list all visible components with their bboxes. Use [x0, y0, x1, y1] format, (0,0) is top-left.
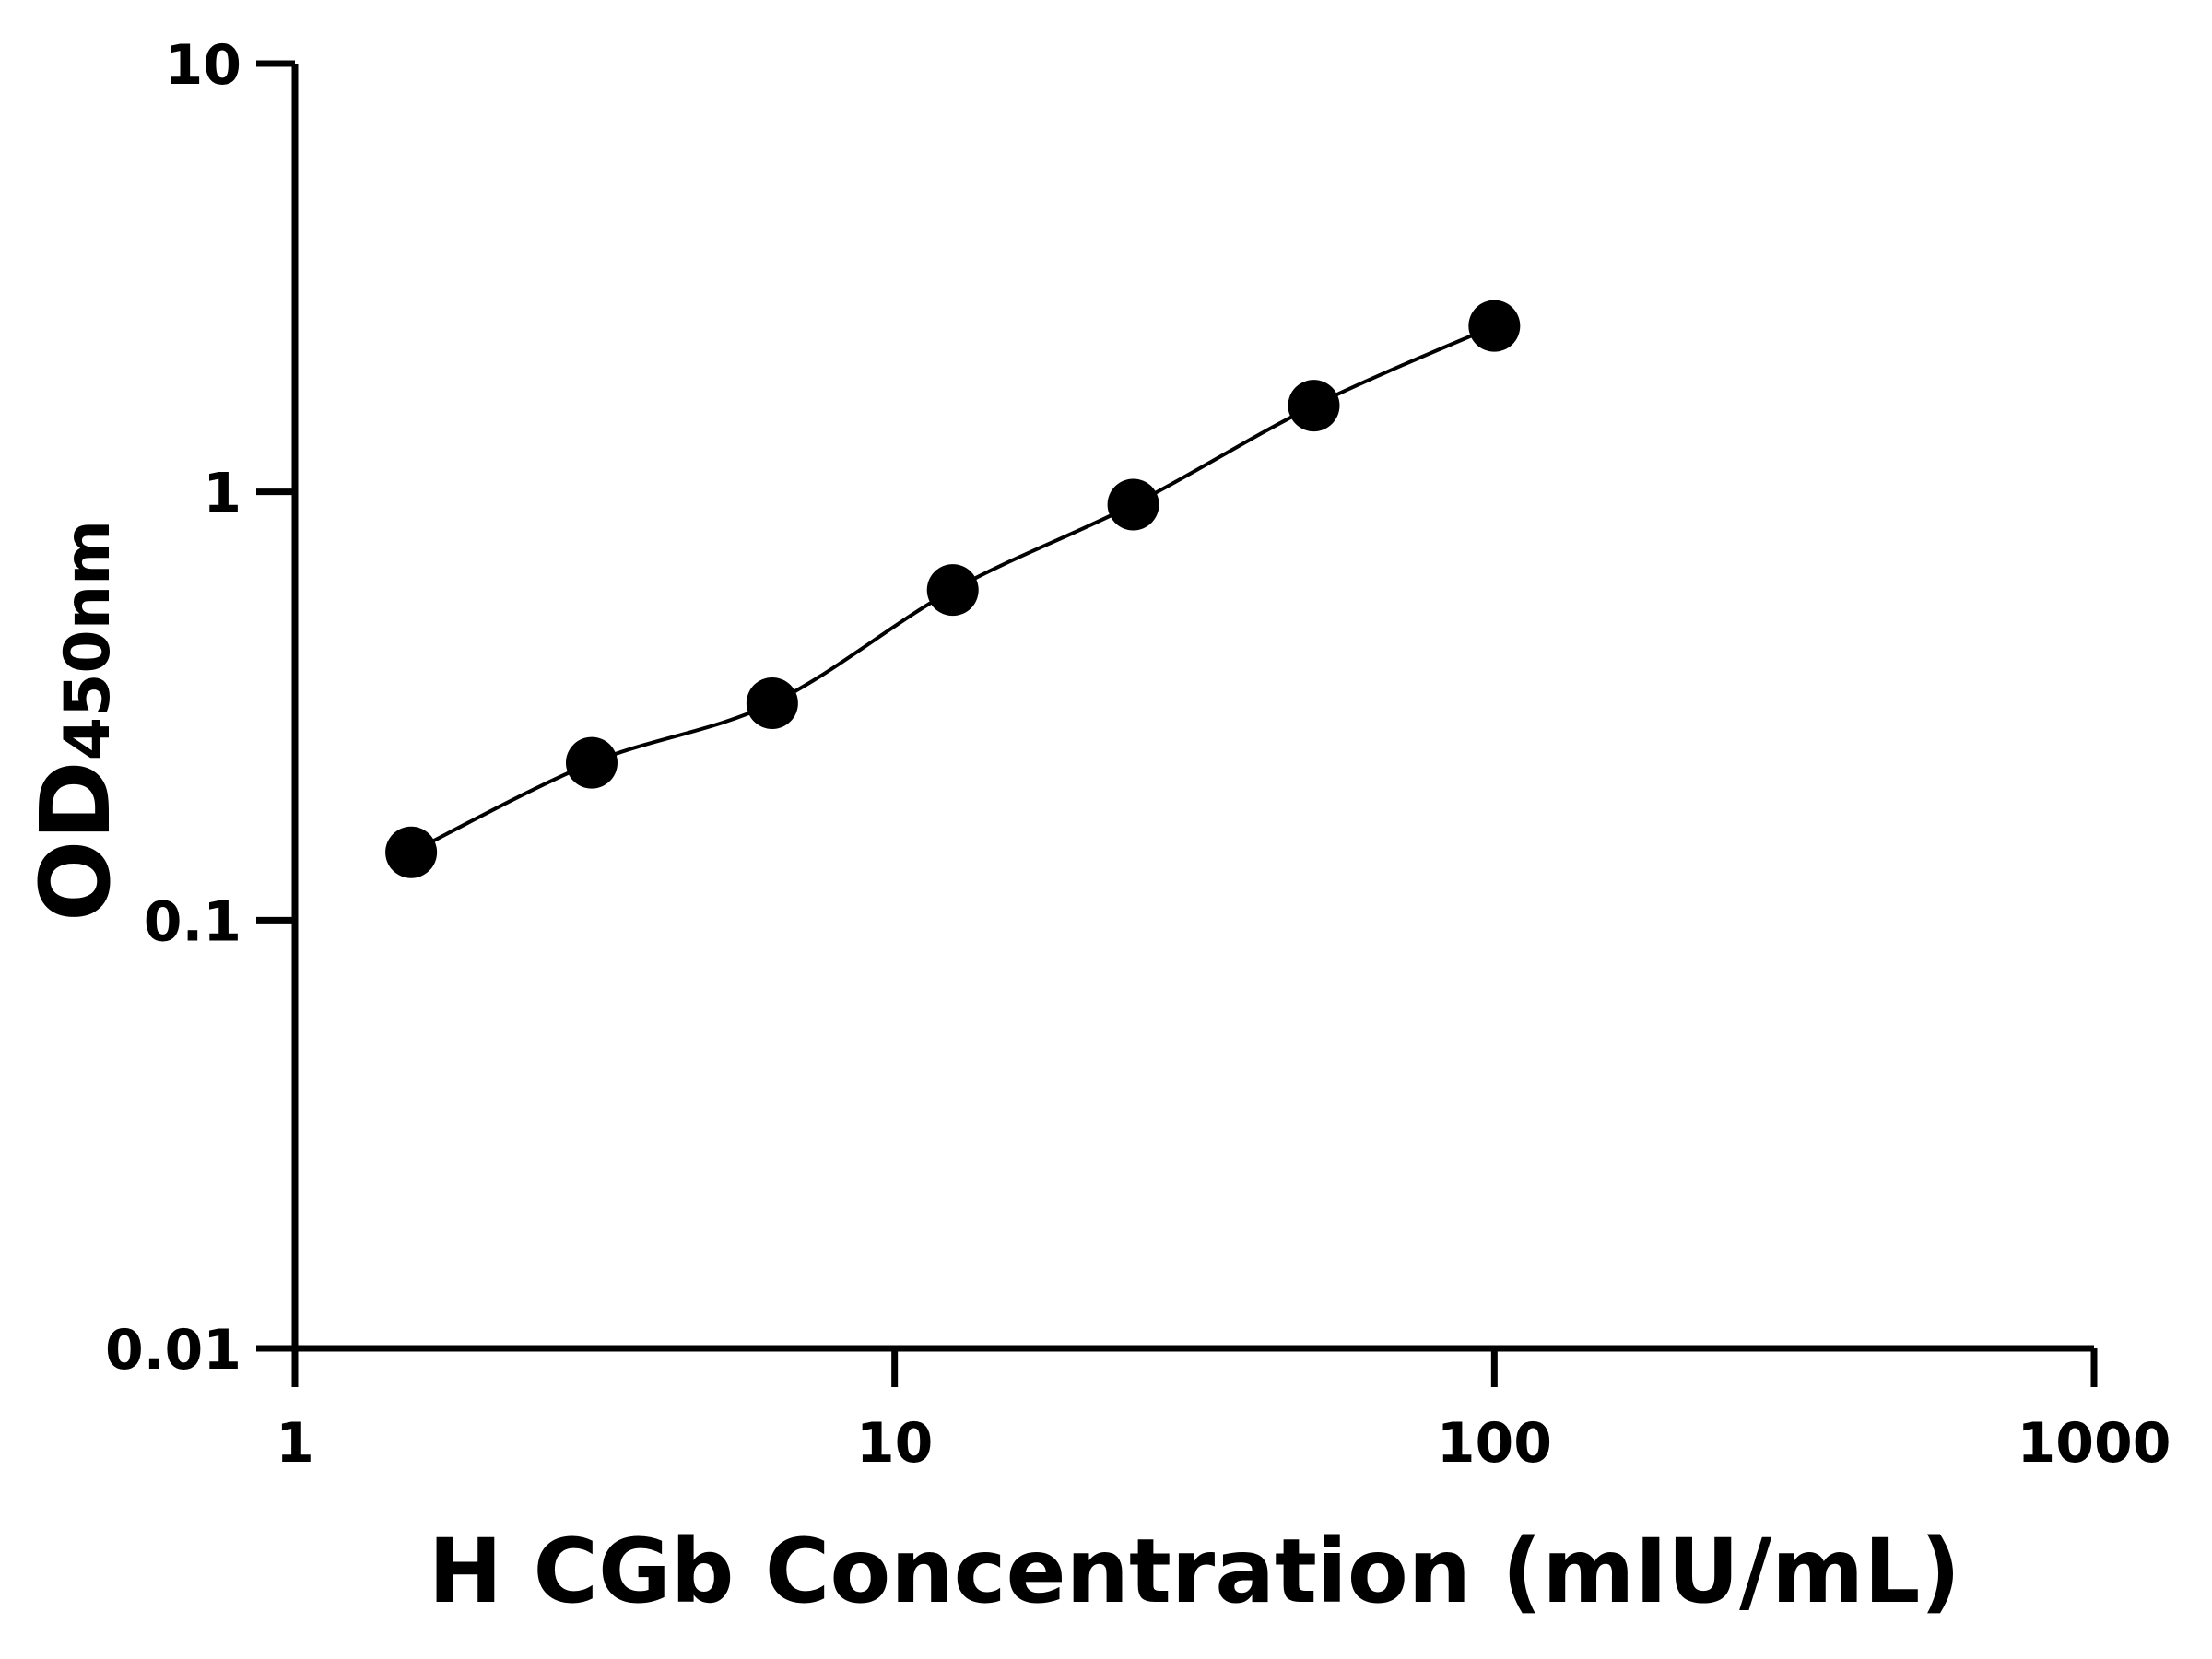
data-points: [385, 300, 1521, 878]
data-point: [926, 564, 979, 617]
data-point: [385, 826, 438, 878]
y-axis-label: OD450nm: [19, 520, 132, 922]
x-tick-label: 1: [276, 1411, 314, 1476]
y-axis-label-main: OD: [19, 760, 132, 922]
x-tick-label: 100: [1437, 1411, 1552, 1476]
data-point: [746, 677, 798, 729]
y-axis-label-sub: 450nm: [52, 520, 124, 760]
y-tick-label: 10: [165, 33, 242, 98]
data-point: [565, 736, 618, 789]
ticks: 1 10 100 1000 0.01 0.1 1 10: [105, 33, 2171, 1476]
axes: [291, 64, 2094, 1352]
data-point: [1288, 380, 1340, 432]
x-tick-label: 1000: [2018, 1411, 2171, 1476]
x-axis-label: H CGb Concentration (mIU/mL): [429, 1520, 1961, 1623]
y-tick-label: 1: [203, 462, 241, 526]
y-tick-label: 0.1: [144, 889, 241, 954]
y-tick-label: 0.01: [105, 1318, 241, 1382]
data-point: [1107, 478, 1159, 531]
x-tick-label: 10: [856, 1411, 934, 1476]
data-point: [1468, 300, 1521, 352]
